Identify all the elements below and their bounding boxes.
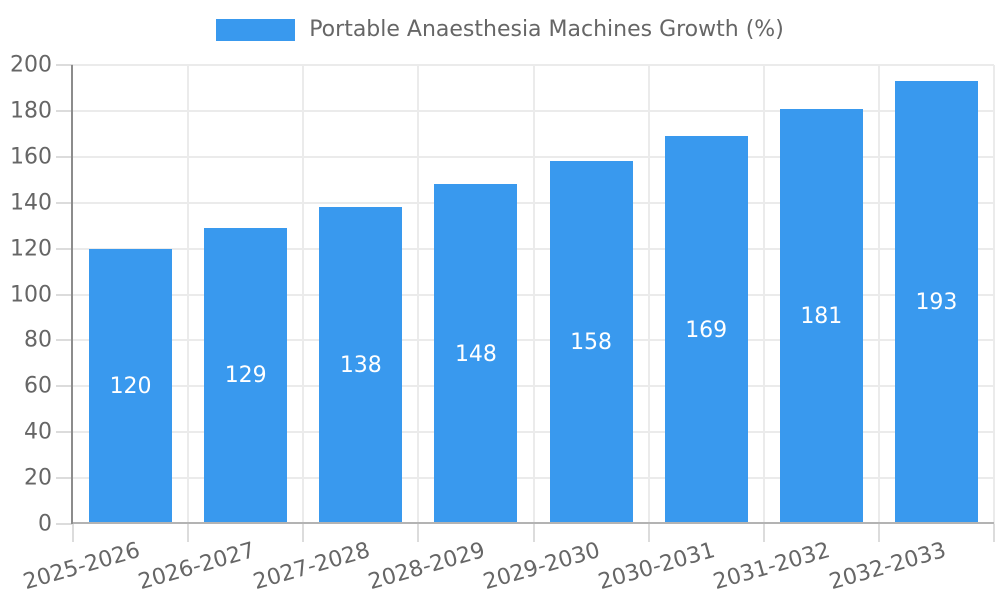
v-gridline [647,65,650,524]
y-axis-line [71,65,73,524]
bar[interactable]: 169 [664,136,748,524]
bar-value-label: 129 [224,363,267,389]
y-tick [56,109,73,112]
legend-label: Portable Anaesthesia Machines Growth (%) [309,17,784,42]
x-tick [762,524,765,542]
bar[interactable]: 158 [549,161,633,524]
y-axis-label: 140 [10,190,52,216]
bar[interactable]: 148 [434,184,518,524]
bar-value-label: 158 [570,330,613,356]
y-axis-label: 180 [10,98,52,124]
y-axis-label: 0 [38,511,52,537]
y-tick [56,247,73,250]
x-axis-label: 2029-2030 [480,538,603,596]
y-tick [56,293,73,296]
y-tick [56,477,73,480]
v-gridline [187,65,190,524]
x-axis-label: 2031-2032 [711,538,834,596]
y-axis-label: 100 [10,282,52,307]
v-gridline [762,65,765,524]
bar-value-label: 138 [339,353,382,379]
y-axis-label: 80 [24,327,52,353]
y-axis-label: 20 [24,465,52,491]
x-tick [532,524,535,542]
x-axis-label: 2030-2031 [595,538,719,596]
x-tick [72,524,74,542]
v-gridline [532,65,535,524]
y-tick [56,155,73,158]
x-axis-label: 2025-2026 [20,538,143,596]
bar-value-label: 193 [915,290,958,316]
x-tick [417,524,420,542]
y-tick [56,201,73,204]
bar-value-label: 181 [800,303,843,329]
y-tick [56,431,73,434]
v-gridline [993,65,995,524]
v-gridline [417,65,420,524]
v-gridline [877,65,880,524]
y-axis-label: 120 [10,236,52,262]
v-gridline [302,65,305,524]
y-tick [56,385,73,388]
y-tick [56,339,73,342]
bar-value-label: 169 [685,317,728,343]
x-tick [187,524,190,542]
x-axis-label: 2027-2028 [250,538,373,596]
y-tick [56,523,73,525]
y-axis-label: 60 [24,373,52,399]
bar[interactable]: 120 [89,248,173,524]
y-axis-label: 200 [10,52,52,78]
x-tick [993,524,995,542]
y-axis-label: 40 [24,419,52,445]
chart-legend[interactable]: Portable Anaesthesia Machines Growth (%) [0,17,1000,43]
bar[interactable]: 129 [204,227,288,524]
x-axis-label: 2032-2033 [826,538,949,596]
x-tick [647,524,650,542]
bar-value-label: 120 [109,373,152,399]
bar[interactable]: 138 [319,207,403,524]
x-axis-label: 2026-2027 [135,538,258,596]
legend-swatch-icon [216,19,296,41]
x-axis-label: 2028-2029 [365,538,488,596]
x-tick [877,524,880,542]
x-tick [302,524,305,542]
y-tick [56,64,73,66]
bar[interactable]: 193 [894,81,978,524]
bar[interactable]: 181 [779,108,863,524]
bar-value-label: 148 [454,341,497,367]
x-axis-line [73,522,994,524]
y-axis-label: 160 [10,144,52,170]
